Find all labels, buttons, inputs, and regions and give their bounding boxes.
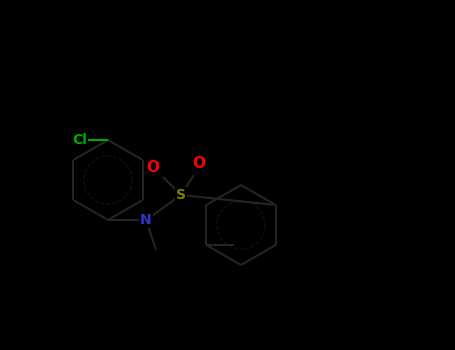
- Text: N: N: [140, 213, 152, 227]
- Text: S: S: [176, 188, 186, 202]
- Text: Cl: Cl: [72, 133, 87, 147]
- Text: O: O: [192, 155, 206, 170]
- Text: O: O: [147, 160, 160, 175]
